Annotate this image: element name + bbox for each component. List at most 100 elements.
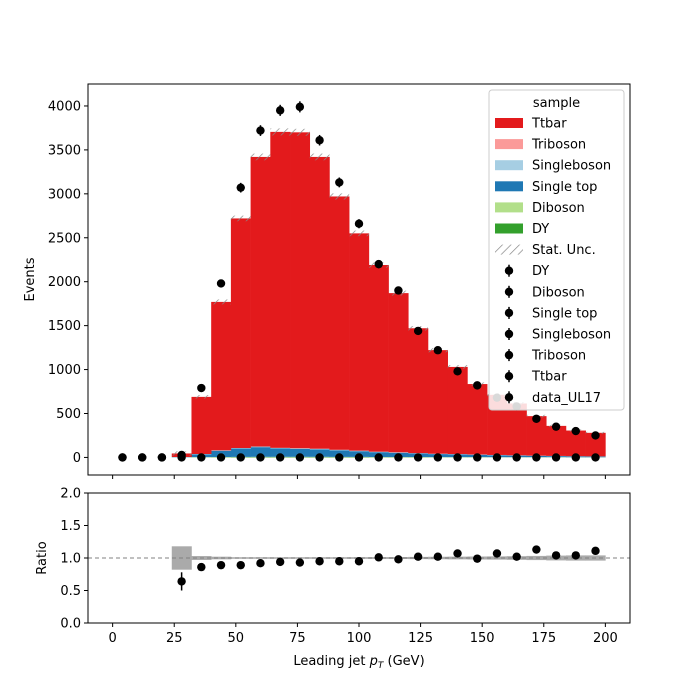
overlay-point-20 xyxy=(512,453,521,462)
data-point-23 xyxy=(571,426,580,436)
overlay-point-12 xyxy=(354,453,364,462)
bar-single-top-10 xyxy=(309,449,330,457)
data-point-9 xyxy=(295,102,305,112)
ratio-point-3 xyxy=(236,560,245,570)
data-point-24 xyxy=(591,431,600,440)
data-point-16 xyxy=(433,346,443,355)
legend-marker-11 xyxy=(504,350,514,360)
legend-label-3: Single top xyxy=(532,180,597,195)
data-point-12 xyxy=(354,219,364,228)
stat-unc-4 xyxy=(191,395,212,399)
stat-unc-6 xyxy=(230,215,251,222)
legend-swatch-4 xyxy=(495,202,523,213)
bar-ttbar-21 xyxy=(526,416,547,456)
ratio-point-10 xyxy=(374,553,383,562)
ratio-point-12 xyxy=(413,552,423,561)
legend-swatch-5 xyxy=(495,223,523,234)
ratio-points xyxy=(177,545,600,591)
overlay-point-23 xyxy=(571,453,580,462)
legend-swatch-2 xyxy=(495,160,523,171)
overlay-point-15 xyxy=(413,453,423,462)
overlay-point-9 xyxy=(295,453,305,462)
data-point-18 xyxy=(473,381,482,390)
data-point-13 xyxy=(374,259,383,269)
legend-marker-9 xyxy=(504,308,514,318)
xtick-label-8: 200 xyxy=(593,631,618,646)
bar-ttbar-9 xyxy=(290,132,311,449)
bar-ttbar-20 xyxy=(506,403,527,456)
overlay-point-14 xyxy=(394,453,403,462)
ratio-point-1 xyxy=(197,562,206,572)
legend-label-2: Singleboson xyxy=(532,159,611,174)
bar-single-top-8 xyxy=(270,448,291,457)
legend-label-7: DY xyxy=(532,264,549,279)
bar-ttbar-7 xyxy=(250,156,271,447)
main-y-axis-label: Events xyxy=(23,257,38,301)
legend-label-12: Ttbar xyxy=(531,370,567,385)
bar-ttbar-24 xyxy=(585,432,606,457)
overlay-point-4 xyxy=(197,453,206,462)
data-point-1 xyxy=(138,453,147,462)
xtick-label-7: 175 xyxy=(531,631,556,646)
overlay-point-24 xyxy=(591,453,600,462)
data-point-14 xyxy=(394,286,403,295)
xtick-label-5: 125 xyxy=(408,631,433,646)
bar-singleboson-12 xyxy=(349,450,370,452)
ratio-band-14 xyxy=(447,556,468,560)
bar-ttbar-12 xyxy=(349,233,370,451)
bar-ttbar-10 xyxy=(309,156,330,449)
legend-marker-7 xyxy=(504,266,514,275)
bar-ttbar-11 xyxy=(329,196,350,450)
data-point-5 xyxy=(216,279,226,288)
xtick-label-3: 75 xyxy=(289,631,306,646)
ratio-point-9 xyxy=(354,557,364,566)
xtick-label-0: 0 xyxy=(108,631,116,646)
bar-single-top-6 xyxy=(230,448,251,457)
data-point-8 xyxy=(275,106,285,115)
data-point-15 xyxy=(413,326,423,336)
legend-label-5: DY xyxy=(532,222,549,237)
overlay-point-13 xyxy=(374,453,383,462)
main-ytick-label-6: 3000 xyxy=(48,187,81,202)
data-point-21 xyxy=(532,414,541,423)
xtick-label-1: 25 xyxy=(166,631,183,646)
legend-marker-10 xyxy=(504,329,514,339)
main-ytick-label-4: 2000 xyxy=(48,275,81,290)
ratio-point-2 xyxy=(216,560,226,570)
main-ytick-label-5: 2500 xyxy=(48,231,81,246)
ratio-point-4 xyxy=(256,559,265,568)
ratio-point-7 xyxy=(315,557,324,566)
ratio-point-19 xyxy=(551,551,561,560)
stat-unc-10 xyxy=(309,153,330,161)
x-axis-label-p: p xyxy=(369,654,378,669)
ratio-point-21 xyxy=(591,546,600,556)
ratio-plot-area: 0.0 0.5 1.0 1.5 2.0 0 25 50 75 100 125 150 175 200 R… xyxy=(35,487,631,671)
ratio-ytick-label-3: 1.5 xyxy=(60,519,81,534)
data-point-0 xyxy=(118,453,127,462)
data-point-22 xyxy=(551,422,561,431)
xtick-label-4: 100 xyxy=(347,631,372,646)
main-ytick-label-8: 4000 xyxy=(48,99,81,114)
legend: sample Ttbar Triboson Singleboson Single top… xyxy=(488,89,625,411)
bar-ttbar-16 xyxy=(427,350,448,454)
data-point-3 xyxy=(177,450,186,460)
xtick-label-2: 50 xyxy=(228,631,245,646)
ratio-point-17 xyxy=(512,552,521,561)
ratio-point-20 xyxy=(571,551,580,560)
bar-singleboson-10 xyxy=(309,448,330,450)
overlay-point-5 xyxy=(216,453,226,462)
overlay-point-8 xyxy=(275,453,285,462)
data-point-17 xyxy=(453,367,462,376)
overlay-point-7 xyxy=(256,453,265,462)
overlay-point-19 xyxy=(492,453,502,462)
main-ytick-label-1: 500 xyxy=(56,407,81,422)
ratio-point-11 xyxy=(394,555,403,564)
main-y-axis: 0 500 1000 1500 2000 2500 3000 3500 4000 xyxy=(48,99,88,466)
stat-unc-11 xyxy=(329,193,350,200)
legend-swatch-1 xyxy=(495,139,523,150)
data-point-4 xyxy=(197,383,206,393)
main-x-axis xyxy=(112,475,606,479)
legend-marker-8 xyxy=(504,287,514,296)
legend-swatch-3 xyxy=(495,181,523,192)
